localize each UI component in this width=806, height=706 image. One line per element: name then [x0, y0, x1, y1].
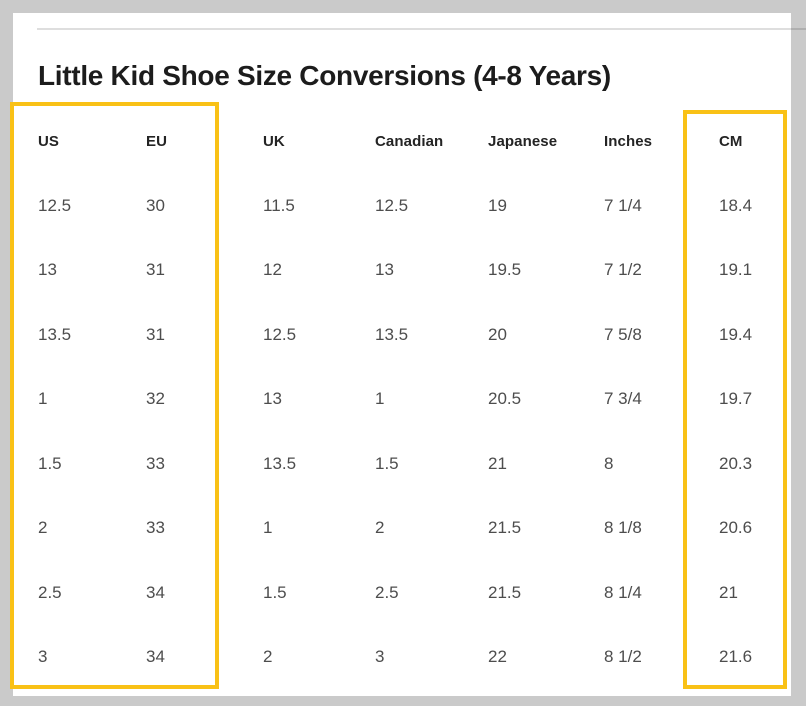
table-cell: 12.5 [38, 195, 72, 215]
table-cell: 32 [146, 389, 165, 409]
table-cell: 12 [263, 260, 282, 280]
table-cell: 2.5 [38, 582, 62, 602]
table-cell: 2 [375, 518, 385, 538]
table-cell: 13 [38, 260, 57, 280]
table-cell: 1.5 [375, 453, 399, 473]
table-cell: 2 [38, 518, 48, 538]
content-card [13, 13, 791, 696]
table-cell: 33 [146, 453, 165, 473]
table-cell: 7 3/4 [604, 389, 642, 409]
table-cell: 30 [146, 195, 165, 215]
table-cell: 13 [375, 260, 394, 280]
table-cell: 19.7 [719, 389, 753, 409]
table-cell: 21 [719, 582, 738, 602]
table-cell: 12.5 [375, 195, 409, 215]
table-cell: 34 [146, 582, 165, 602]
table-cell: 2 [263, 647, 273, 667]
table-cell: 7 1/4 [604, 195, 642, 215]
table-cell: 13.5 [263, 453, 297, 473]
table-cell: 21.5 [488, 582, 522, 602]
table-cell: 7 5/8 [604, 324, 642, 344]
table-cell: 34 [146, 647, 165, 667]
table-cell: 20 [488, 324, 507, 344]
table-cell: 13.5 [38, 324, 72, 344]
shoe-size-table: US EU UK Canadian Japanese Inches CM 12.… [38, 109, 787, 690]
table-cell: 21.5 [488, 518, 522, 538]
table-cell: 1 [38, 389, 48, 409]
table-cell: 8 1/2 [604, 647, 642, 667]
table-cell: 8 [604, 453, 614, 473]
top-divider-line [37, 28, 806, 30]
column-header-uk: UK [263, 132, 285, 150]
table-cell: 8 1/4 [604, 582, 642, 602]
table-cell: 31 [146, 260, 165, 280]
table-cell: 20.5 [488, 389, 522, 409]
table-cell: 33 [146, 518, 165, 538]
table-cell: 1.5 [38, 453, 62, 473]
table-cell: 13.5 [375, 324, 409, 344]
table-cell: 21 [488, 453, 507, 473]
column-header-inches: Inches [604, 132, 653, 150]
table-cell: 3 [38, 647, 48, 667]
table-cell: 19 [488, 195, 507, 215]
table-cell: 7 1/2 [604, 260, 642, 280]
table-cell: 12.5 [263, 324, 297, 344]
table-cell: 3 [375, 647, 385, 667]
table-cell: 1 [375, 389, 385, 409]
column-header-japanese: Japanese [488, 132, 558, 150]
table-cell: 8 1/8 [604, 518, 642, 538]
column-header-eu: EU [146, 132, 168, 150]
table-cell: 18.4 [719, 195, 753, 215]
table-cell: 1 [263, 518, 273, 538]
table-cell: 31 [146, 324, 165, 344]
table-cell: 2.5 [375, 582, 399, 602]
column-header-us: US [38, 132, 60, 150]
column-header-cm: CM [719, 132, 743, 150]
table-cell: 13 [263, 389, 282, 409]
table-cell: 1.5 [263, 582, 287, 602]
column-header-canadian: Canadian [375, 132, 444, 150]
page-title: Little Kid Shoe Size Conversions (4-8 Ye… [38, 59, 611, 91]
table-cell: 11.5 [263, 195, 295, 215]
table-cell: 19.5 [488, 260, 522, 280]
table-cell: 20.3 [719, 453, 753, 473]
table-cell: 21.6 [719, 647, 753, 667]
table-cell: 22 [488, 647, 507, 667]
table-cell: 20.6 [719, 518, 753, 538]
table-cell: 19.4 [719, 324, 753, 344]
table-cell: 19.1 [719, 260, 753, 280]
